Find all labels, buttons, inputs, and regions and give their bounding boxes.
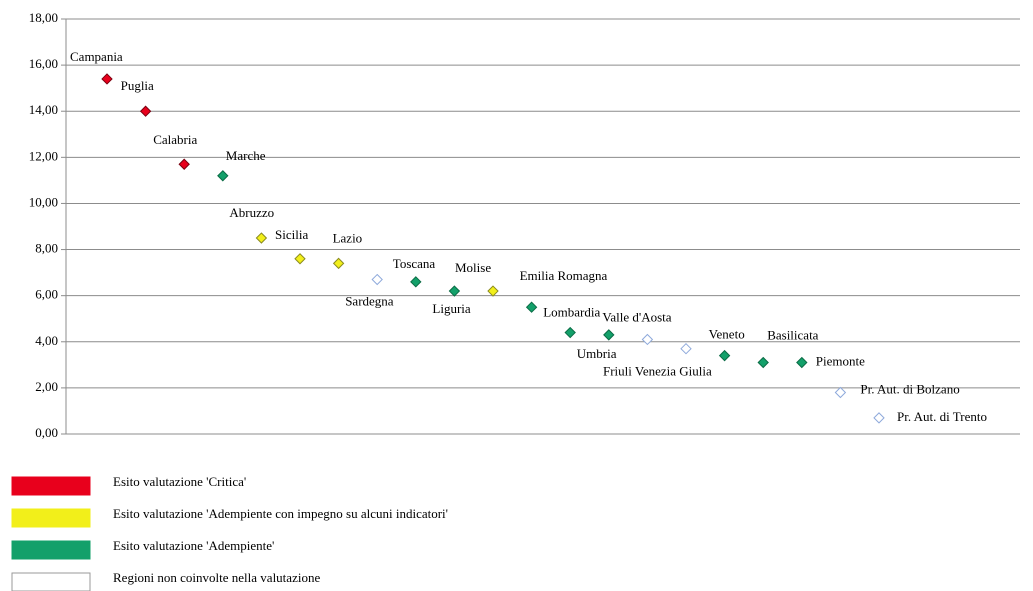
data-point: [255, 232, 268, 244]
point-label: Pr. Aut. di Bolzano: [860, 381, 959, 396]
legend-label: Regioni non coinvolte nella valutazione: [113, 570, 320, 585]
point-label: Puglia: [121, 78, 154, 93]
point-label: Campania: [70, 49, 123, 64]
point-label: Calabria: [153, 132, 197, 147]
point-label: Friuli Venezia Giulia: [603, 364, 712, 379]
data-point: [178, 158, 190, 170]
point-label: Lombardia: [543, 305, 600, 320]
data-point: [641, 333, 654, 346]
legend-label: Esito valutazione 'Adempiente': [113, 538, 274, 553]
data-point: [294, 253, 306, 265]
point-label: Pr. Aut. di Trento: [897, 409, 987, 424]
y-tick-label: 12,00: [29, 148, 58, 163]
point-label: Marche: [226, 148, 266, 163]
y-tick-label: 16,00: [29, 56, 58, 71]
y-tick-label: 8,00: [35, 241, 58, 256]
data-point: [603, 329, 615, 341]
data-point: [873, 412, 885, 424]
point-label: Sardegna: [345, 294, 394, 309]
data-point: [796, 356, 808, 369]
point-label: Emilia Romagna: [520, 268, 608, 283]
data-point: [410, 276, 422, 288]
point-label: Valle d'Aosta: [602, 309, 671, 324]
data-point: [448, 285, 461, 297]
data-point: [564, 326, 576, 339]
legend-swatch: [11, 540, 91, 560]
y-tick-label: 10,00: [29, 194, 58, 209]
data-point: [217, 170, 229, 182]
legend-label: Esito valutazione 'Critica': [113, 474, 246, 489]
data-point: [101, 73, 113, 85]
data-point: [332, 257, 345, 270]
point-label: Molise: [455, 260, 491, 275]
y-tick-label: 0,00: [35, 425, 58, 440]
y-tick-label: 4,00: [35, 333, 58, 348]
point-label: Veneto: [709, 327, 745, 342]
point-label: Piemonte: [816, 354, 865, 369]
legend-swatch: [11, 572, 91, 591]
y-tick-label: 6,00: [35, 287, 58, 302]
legend-label: Esito valutazione 'Adempiente con impegn…: [113, 506, 448, 521]
data-point: [487, 285, 499, 297]
data-point: [834, 386, 847, 399]
point-label: Lazio: [333, 230, 363, 245]
data-point: [757, 356, 769, 369]
point-label: Toscana: [393, 256, 436, 271]
legend-swatch: [11, 508, 91, 528]
point-label: Basilicata: [767, 328, 818, 343]
y-tick-label: 18,00: [29, 10, 58, 25]
data-point: [139, 105, 152, 117]
data-point: [371, 273, 383, 286]
data-point: [718, 349, 731, 362]
legend-swatch: [11, 476, 91, 496]
point-label: Sicilia: [275, 227, 308, 242]
point-label: Umbria: [577, 346, 617, 361]
point-label: Liguria: [432, 301, 470, 316]
data-point: [525, 301, 538, 313]
data-point: [680, 342, 692, 355]
point-label: Abruzzo: [229, 205, 274, 220]
y-tick-label: 14,00: [29, 102, 58, 117]
y-tick-label: 2,00: [35, 379, 58, 394]
